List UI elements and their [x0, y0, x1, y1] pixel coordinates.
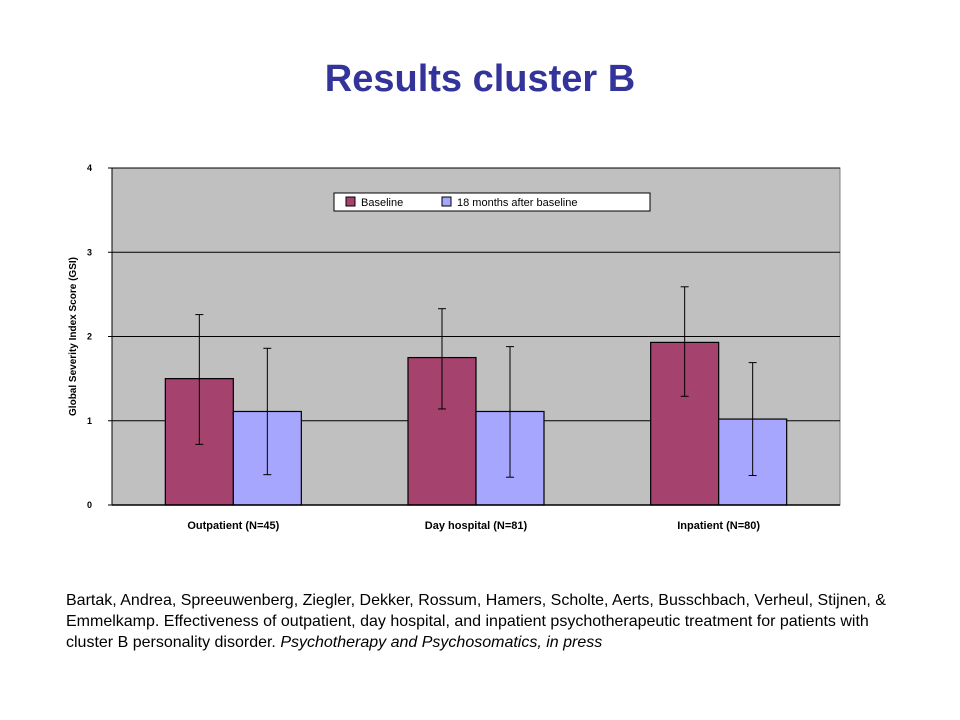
legend-label: 18 months after baseline: [457, 197, 577, 209]
citation-journal: Psychotherapy and Psychosomatics, in pre…: [280, 634, 603, 651]
y-tick-label: 3: [87, 247, 92, 257]
citation: Bartak, Andrea, Spreeuwenberg, Ziegler, …: [66, 590, 896, 653]
y-tick-label: 4: [87, 163, 92, 173]
legend-swatch: [441, 196, 452, 207]
legend-label: Baseline: [361, 197, 403, 209]
legend-swatch: [345, 196, 356, 207]
y-tick-label: 1: [87, 416, 92, 426]
slide-title: Results cluster B: [324, 58, 636, 100]
y-tick-label: 0: [87, 500, 92, 510]
x-category-label: Inpatient (N=80): [677, 520, 760, 532]
y-tick-label: 2: [87, 332, 92, 342]
legend-box: [333, 192, 651, 212]
y-axis-label: Global Severity Index Score (GSI): [68, 257, 79, 416]
x-category-label: Outpatient (N=45): [187, 520, 279, 532]
bar-chart: 0 1 2 3 4 Global Severity Index Score (GSI) Ou…: [68, 163, 841, 532]
citation-authors: Bartak, Andrea, Spreeuwenberg, Ziegler, …: [66, 592, 886, 651]
x-category-label: Day hospital (N=81): [425, 520, 528, 532]
